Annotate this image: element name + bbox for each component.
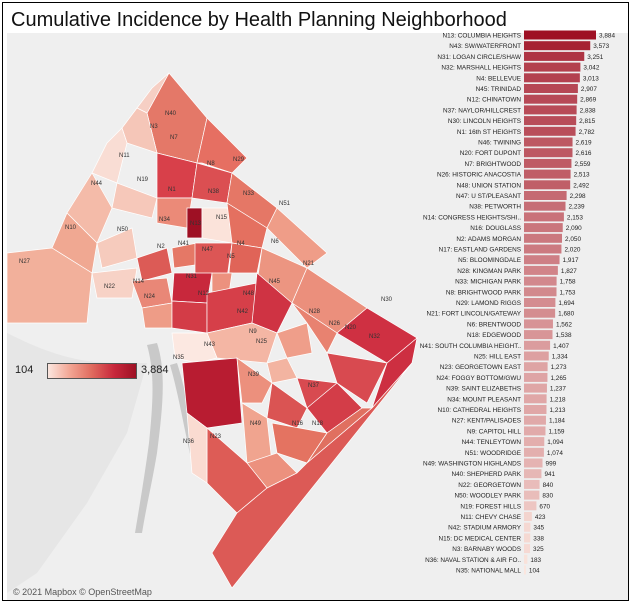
map-label: N8 (207, 161, 215, 167)
map-label: N25 (256, 339, 268, 345)
dc-map[interactable]: N40 N3 N7 N11 N8 N29 N19 N44 N1 N38 N33 … (7, 33, 628, 600)
neighborhood-n20[interactable] (326, 352, 388, 404)
map-label: N48 (243, 291, 255, 297)
map-label: N30 (381, 297, 393, 303)
map-label: N19 (137, 177, 149, 183)
map-label: N4 (237, 241, 245, 247)
map-label: N32 (369, 334, 381, 340)
neighborhood-n3[interactable] (121, 107, 158, 154)
neighborhood-n17[interactable] (211, 362, 413, 589)
map-label: N34 (159, 217, 171, 223)
legend-max-label: 3,884 (141, 364, 169, 376)
map-label: N1 (168, 187, 176, 193)
map-label: N28 (309, 309, 321, 315)
map-label: N10 (65, 225, 77, 231)
neighborhood-n22[interactable] (91, 267, 138, 299)
map-label: N41 (178, 241, 190, 247)
map-label: N38 (208, 189, 220, 195)
map-label: N21 (303, 261, 315, 267)
map-label: N23 (210, 434, 222, 440)
map-label: N31 (186, 274, 198, 280)
map-label: N20 (345, 325, 357, 331)
map-label: N22 (104, 284, 116, 290)
neighborhood-n27[interactable] (7, 247, 93, 324)
map-label: N5 (227, 254, 235, 260)
page-title: Cumulative Incidence by Health Planning … (11, 9, 507, 31)
map-label: N15 (216, 215, 228, 221)
virginia-area (7, 333, 147, 593)
map-label: N29 (233, 157, 245, 163)
map-label: N51 (279, 201, 291, 207)
legend-min-label: 104 (15, 364, 34, 376)
map-label: N42 (237, 309, 249, 315)
map-label: N27 (19, 259, 31, 265)
neighborhood-n19[interactable] (111, 182, 158, 219)
map-label: N12 (198, 291, 210, 297)
map-label: N3 (150, 124, 158, 130)
neighborhood-n43[interactable] (181, 357, 243, 429)
map-attribution: © 2021 Mapbox © OpenStreetMap (13, 587, 152, 597)
map-label: N44 (91, 181, 103, 187)
map-label: N37 (308, 383, 320, 389)
neighborhood-n25b[interactable] (236, 357, 273, 404)
map-label: N7 (170, 135, 178, 141)
neighborhood-n15[interactable] (201, 207, 233, 244)
map-label: N47 (202, 247, 214, 253)
map-label: N33 (243, 191, 255, 197)
neighborhood-n36[interactable] (186, 412, 208, 484)
map-label: N35 (173, 355, 185, 361)
map-label: N6 (271, 239, 279, 245)
legend-gradient-bar (47, 363, 137, 379)
neighborhood-n12[interactable] (171, 300, 208, 334)
map-label: N45 (269, 279, 281, 285)
map-label: N2 (157, 244, 165, 250)
map-label: N14 (133, 279, 145, 285)
map-label: N36 (183, 439, 195, 445)
map-label: N43 (204, 342, 216, 348)
color-legend: 104 3,884 (15, 363, 181, 387)
neighborhood-n2[interactable] (136, 247, 173, 282)
map-label: N11 (119, 153, 130, 159)
neighborhood-n11[interactable] (91, 127, 128, 184)
map-label: N16 (292, 421, 304, 427)
map-label: N24 (144, 294, 156, 300)
map-label: N9 (249, 329, 257, 335)
neighborhood-labels: N40 N3 N7 N11 N8 N29 N19 N44 N1 N38 N33 … (19, 111, 393, 445)
map-label: N13 (190, 221, 202, 227)
map-label: N39 (248, 372, 260, 378)
map-label: N50 (117, 227, 129, 233)
map-label: N26 (329, 321, 341, 327)
map-panel[interactable]: N40 N3 N7 N11 N8 N29 N19 N44 N1 N38 N33 … (7, 33, 628, 600)
neighborhood-n25[interactable] (276, 322, 313, 359)
neighborhood-n29[interactable] (196, 117, 248, 174)
neighborhood-polygons[interactable] (7, 72, 418, 589)
potomac-river (135, 343, 163, 533)
map-label: N40 (165, 111, 177, 117)
map-label: N49 (250, 421, 262, 427)
map-label: N18 (312, 421, 324, 427)
